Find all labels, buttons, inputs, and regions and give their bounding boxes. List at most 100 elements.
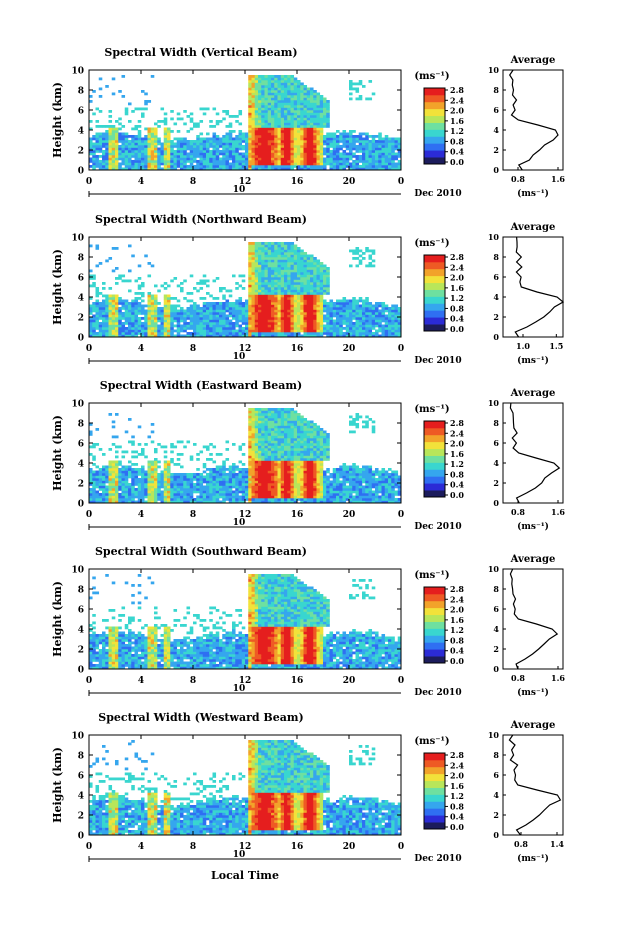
heatmap-cell: [95, 299, 100, 303]
heatmap-cell: [251, 110, 256, 113]
heatmap-cell: [92, 455, 96, 459]
heatmap-cell: [144, 102, 148, 106]
heatmap-cell: [381, 145, 386, 148]
heatmap-cell: [261, 80, 265, 83]
heatmap-cell: [336, 160, 340, 163]
heatmap-cell: [95, 244, 100, 248]
heatmap-cell: [163, 140, 168, 143]
heatmap-cell: [128, 120, 132, 123]
heatmap-cell: [316, 267, 321, 270]
heatmap-cell: [228, 140, 233, 143]
heatmap-cell: [209, 162, 213, 166]
heatmap-cell: [124, 450, 129, 454]
heatmap-cell: [274, 165, 278, 168]
heatmap-cell: [310, 267, 314, 270]
heatmap-cell: [339, 329, 343, 333]
heatmap-cell: [111, 145, 116, 148]
heatmap-cell: [274, 244, 278, 248]
heatmap-cell: [202, 465, 207, 469]
heatmap-cell: [131, 334, 135, 338]
heatmap-cell: [290, 279, 295, 283]
heatmap-cell: [264, 117, 269, 121]
heatmap-cell: [264, 125, 269, 128]
heatmap-cell: [147, 167, 152, 171]
heatmap-cell: [89, 304, 93, 308]
heatmap-cell: [209, 317, 213, 320]
heatmap-cell: [167, 490, 171, 494]
heatmap-cell: [248, 475, 252, 479]
heatmap-cell: [98, 322, 103, 325]
heatmap-cell: [186, 500, 191, 504]
heatmap-cell: [241, 475, 246, 479]
heatmap-cell: [303, 150, 308, 153]
heatmap-cell: [258, 162, 262, 166]
heatmap-cell: [352, 322, 356, 325]
heatmap-cell: [326, 309, 330, 313]
heatmap-cell: [92, 152, 96, 156]
heatmap-cell: [251, 155, 256, 158]
heatmap-cell: [238, 130, 243, 133]
heatmap-cell: [225, 317, 230, 320]
heatmap-cell: [362, 162, 366, 166]
heatmap-cell: [306, 332, 311, 335]
heatmap-cell: [368, 319, 373, 323]
heatmap-cell: [261, 90, 265, 93]
heatmap-cell: [271, 244, 275, 248]
heatmap-cell: [245, 480, 249, 484]
heatmap-cell: [326, 140, 330, 143]
heatmap-cell: [261, 267, 265, 270]
heatmap-cell: [183, 483, 187, 486]
heatmap-cell: [329, 317, 334, 320]
heatmap-cell: [157, 334, 161, 338]
heatmap-cell: [228, 289, 233, 293]
heatmap-cell: [251, 327, 256, 330]
heatmap-cell: [131, 150, 135, 153]
heatmap-cell: [163, 327, 168, 330]
heatmap-cell: [202, 162, 207, 166]
heatmap-cell: [303, 97, 308, 101]
heatmap-cell: [215, 162, 220, 166]
heatmap-cell: [144, 127, 148, 131]
heatmap-cell: [124, 165, 129, 168]
heatmap-cell: [287, 90, 291, 93]
heatmap-cell: [310, 287, 314, 290]
heatmap-cell: [332, 329, 337, 333]
colorbar-swatch: [424, 268, 445, 277]
heatmap-cell: [180, 334, 184, 338]
heatmap-cell: [323, 107, 327, 111]
heatmap-cell: [147, 334, 152, 338]
heatmap-cell: [235, 468, 239, 471]
heatmap-cell: [241, 468, 246, 471]
heatmap-cell: [118, 329, 122, 333]
heatmap-cell: [141, 488, 145, 491]
heatmap-cell: [121, 155, 126, 158]
heatmap-cell: [150, 468, 155, 471]
heatmap-cell: [293, 267, 298, 270]
heatmap-cell: [147, 294, 152, 298]
heatmap-cell: [388, 162, 392, 166]
heatmap-cell: [134, 152, 139, 156]
heatmap-cell: [316, 334, 321, 338]
heatmap-cell: [180, 488, 184, 491]
heatmap-cell: [362, 252, 366, 255]
heatmap-cell: [154, 334, 158, 338]
colorbar-tick-label: 0.0: [450, 324, 464, 334]
heatmap-cell: [345, 324, 350, 328]
heatmap-cell: [323, 160, 327, 163]
heatmap-cell: [254, 110, 259, 113]
heatmap-cell: [228, 167, 233, 171]
heatmap-cell: [183, 150, 187, 153]
heatmap-cell: [290, 145, 295, 148]
heatmap-cell: [349, 319, 353, 323]
heatmap-cell: [300, 314, 304, 318]
heatmap-cell: [144, 140, 148, 143]
heatmap-cell: [297, 327, 301, 330]
colorbar-swatch: [424, 296, 445, 304]
heatmap-cell: [111, 490, 116, 494]
heatmap-cell: [375, 152, 379, 156]
heatmap-cell: [316, 307, 321, 310]
heatmap-cell: [180, 500, 184, 504]
heatmap-cell: [394, 322, 399, 325]
heatmap-cell: [102, 312, 106, 315]
panel-1: Spectral Width (Vertical Beam)0246810Hei…: [51, 46, 565, 199]
